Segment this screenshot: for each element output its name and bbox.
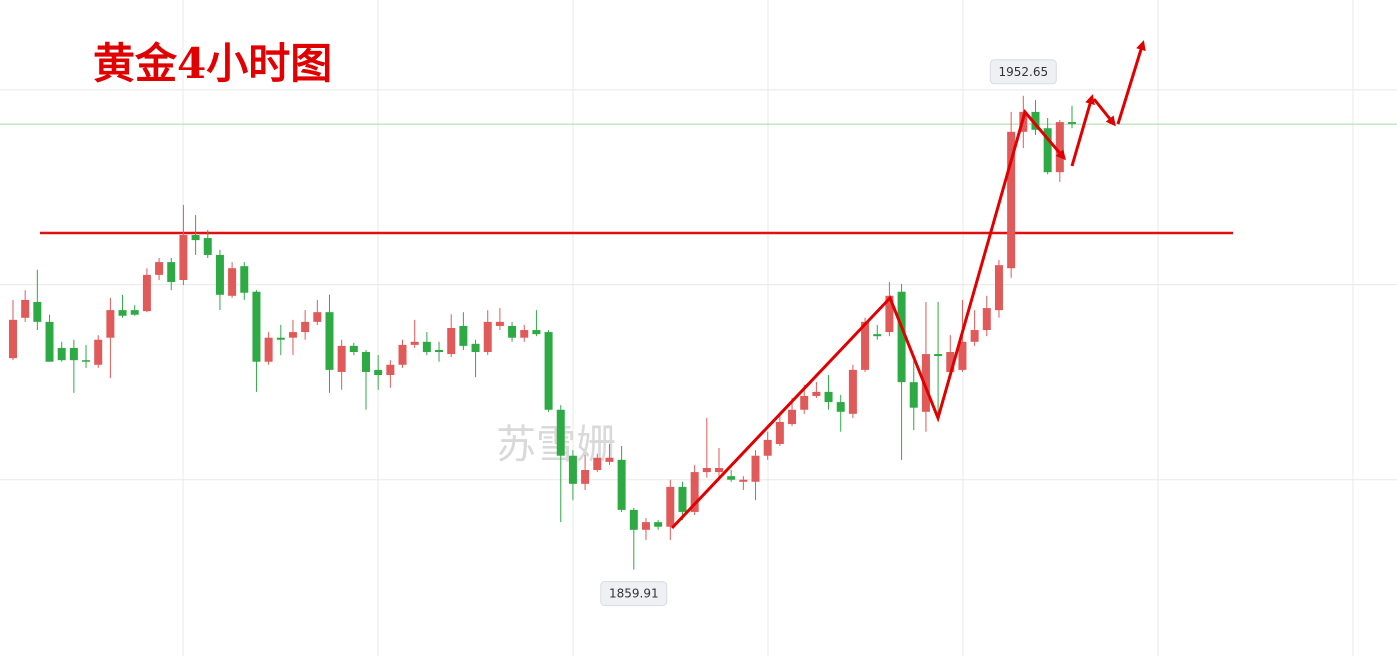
candle-body	[398, 344, 407, 365]
callout-box	[989, 59, 1057, 85]
candle-body	[763, 439, 772, 456]
candle-body	[690, 472, 699, 512]
candle-body	[702, 467, 711, 473]
candle-body	[520, 330, 529, 338]
candle-body	[118, 310, 127, 316]
candle-body	[751, 455, 760, 482]
candle-body	[581, 470, 590, 484]
candle-body	[897, 291, 906, 383]
candles	[9, 95, 1076, 570]
candle-body	[885, 295, 894, 333]
candle-body	[240, 266, 249, 293]
callout-label: 1952.65	[998, 65, 1048, 79]
candle-body	[179, 235, 188, 280]
grid	[0, 89, 1397, 481]
candle-body	[788, 409, 797, 425]
candle-body	[1043, 128, 1052, 173]
candle-body	[666, 486, 675, 527]
candle-body	[33, 301, 42, 322]
candle-body	[532, 330, 541, 335]
candle-body	[374, 369, 383, 376]
vertical-grid	[182, 0, 1354, 656]
candle-body	[325, 312, 334, 370]
candle-body	[215, 254, 224, 295]
candle-body	[629, 509, 638, 530]
candle-body	[45, 321, 54, 362]
callout-box	[600, 581, 668, 607]
candle-body	[167, 262, 176, 283]
candle-body	[909, 382, 918, 408]
candle-body	[410, 341, 419, 345]
candle-body	[1007, 131, 1016, 269]
candle-body	[568, 455, 577, 484]
candle-body	[982, 308, 991, 331]
candle-body	[861, 321, 870, 370]
callout-label: 1859.91	[609, 587, 659, 601]
candle-body	[495, 321, 504, 326]
candle-body	[337, 345, 346, 372]
candle-body	[921, 354, 930, 412]
reference-lines	[0, 123, 1397, 235]
candle-body	[130, 310, 139, 315]
candle-body	[459, 325, 468, 346]
candle-body	[301, 321, 310, 333]
candle-body	[362, 352, 370, 372]
candle-body	[106, 310, 115, 338]
candle-body	[9, 319, 17, 359]
candle-body	[654, 522, 663, 527]
candle-body	[848, 369, 857, 414]
candle-body	[386, 364, 395, 376]
candle-body	[435, 349, 444, 353]
candle-body	[812, 391, 821, 396]
candle-body	[1055, 122, 1064, 173]
candle-body	[544, 332, 553, 410]
candle-body	[641, 522, 650, 530]
candle-body	[57, 347, 66, 361]
candle-body	[836, 402, 845, 412]
candle-body	[349, 345, 358, 353]
candle-body	[313, 312, 322, 322]
candle-body	[824, 391, 833, 403]
candle-body	[1068, 122, 1076, 125]
candle-body	[1031, 111, 1040, 130]
candle-body	[715, 467, 723, 473]
candle-body	[739, 479, 748, 482]
chart-title: 黄金4小时图	[93, 39, 332, 88]
candle-body	[69, 347, 78, 361]
candle-body	[264, 337, 273, 362]
candle-body	[678, 486, 687, 512]
candle-body	[970, 330, 979, 342]
candle-body	[508, 325, 517, 338]
candle-body	[21, 299, 30, 318]
candle-body	[422, 341, 431, 353]
callouts: 1952.65 1859.91	[600, 59, 1057, 607]
candle-body	[593, 457, 602, 471]
candle-body	[228, 268, 237, 296]
candle-body	[288, 332, 297, 338]
candle-body	[447, 328, 456, 355]
candle-body	[252, 291, 261, 362]
candle-body	[873, 334, 882, 337]
candle-body	[82, 360, 91, 362]
candle-body	[276, 337, 285, 340]
candle-body	[800, 395, 809, 410]
candle-body	[775, 422, 784, 444]
candle-body	[934, 354, 943, 357]
candle-body	[556, 409, 565, 456]
candle-body	[142, 274, 151, 312]
candle-body	[605, 457, 614, 462]
candle-body	[958, 341, 967, 370]
candle-body	[946, 352, 955, 372]
candle-body	[191, 235, 200, 241]
candle-body	[203, 238, 212, 255]
candle-body	[155, 262, 164, 275]
candle-body	[471, 343, 480, 353]
candle-body	[727, 476, 736, 480]
trend-arrows	[670, 40, 1146, 530]
candle-body	[617, 459, 626, 510]
candle-body	[483, 321, 492, 353]
candle-body	[994, 265, 1003, 311]
candle-body	[94, 339, 103, 365]
